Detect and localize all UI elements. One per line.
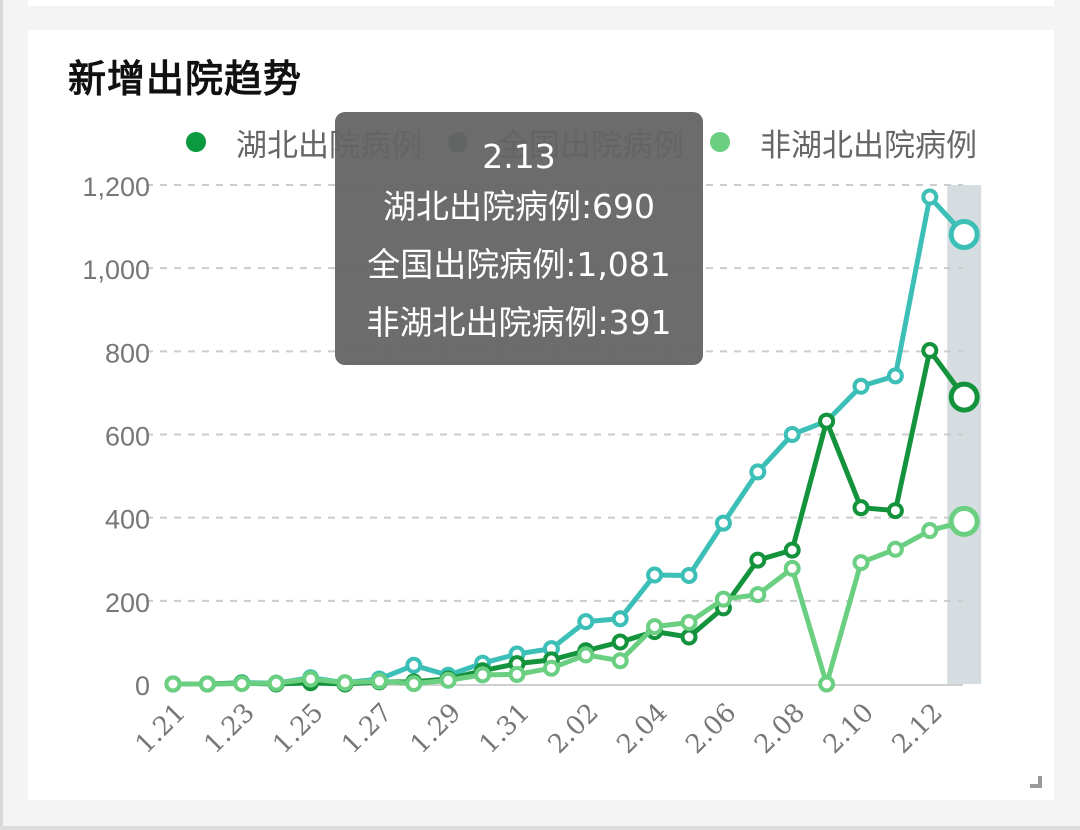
y-tick-label: 0 <box>135 671 150 701</box>
window-edge <box>0 0 3 830</box>
data-point[interactable] <box>818 412 836 430</box>
x-tick-label: 2.02 <box>543 698 605 760</box>
legend-item-non-hubei[interactable]: 非湖北出院病例 <box>710 120 977 165</box>
x-tick-label: 1.25 <box>267 698 329 760</box>
data-point[interactable] <box>783 426 801 443</box>
data-point[interactable] <box>336 674 354 692</box>
legend-dot-icon <box>710 132 730 152</box>
data-point[interactable] <box>680 566 698 584</box>
data-point[interactable] <box>749 551 767 569</box>
data-point[interactable] <box>611 610 629 628</box>
x-tick-label: 2.08 <box>749 698 811 760</box>
y-tick-label: 1,000 <box>82 255 150 285</box>
data-point[interactable] <box>646 566 664 584</box>
data-point[interactable] <box>948 381 980 413</box>
x-tick-label: 2.06 <box>680 698 742 760</box>
data-point[interactable] <box>852 377 870 395</box>
previous-card-edge <box>28 0 1054 6</box>
y-tick-label: 1,200 <box>82 172 150 202</box>
data-point[interactable] <box>577 646 595 664</box>
data-point[interactable] <box>302 670 320 688</box>
series-2[interactable] <box>164 505 980 693</box>
data-point[interactable] <box>921 342 939 360</box>
data-point[interactable] <box>542 659 560 677</box>
resize-handle-icon[interactable] <box>1030 776 1042 788</box>
data-point[interactable] <box>267 674 285 692</box>
hover-highlight-band <box>947 185 982 684</box>
x-tick-label: 1.29 <box>405 698 467 760</box>
x-tick-label: 1.31 <box>474 698 536 760</box>
data-point[interactable] <box>886 540 904 558</box>
data-point[interactable] <box>886 367 904 385</box>
data-point[interactable] <box>714 514 732 532</box>
data-point[interactable] <box>886 502 904 520</box>
data-point[interactable] <box>921 522 939 540</box>
data-point[interactable] <box>611 633 629 651</box>
data-point[interactable] <box>508 665 526 683</box>
data-point[interactable] <box>783 541 801 559</box>
y-tick-label: 800 <box>105 338 150 368</box>
tooltip-national: 全国出院病例:1,081 <box>367 245 671 284</box>
data-point[interactable] <box>948 218 980 250</box>
data-point[interactable] <box>852 554 870 572</box>
data-point[interactable] <box>852 499 870 517</box>
y-tick-label: 200 <box>105 588 150 618</box>
legend-label: 非湖北出院病例 <box>760 127 977 164</box>
data-point[interactable] <box>370 672 388 690</box>
data-point[interactable] <box>198 675 216 693</box>
data-point[interactable] <box>818 675 836 693</box>
x-tick-label: 2.10 <box>818 698 880 760</box>
tooltip-non-hubei: 非湖北出院病例:391 <box>366 303 672 342</box>
legend-dot-icon <box>186 132 206 152</box>
tooltip-hubei: 湖北出院病例:690 <box>382 187 656 226</box>
data-point[interactable] <box>749 586 767 604</box>
data-point[interactable] <box>948 505 980 537</box>
data-point[interactable] <box>921 188 939 206</box>
chart-tooltip: 2.13 湖北出院病例:690 全国出院病例:1,081 非湖北出院病例:391 <box>335 112 703 365</box>
chart-title: 新增出院趋势 <box>68 57 303 101</box>
y-tick-label: 400 <box>105 505 150 535</box>
x-tick-label: 1.23 <box>199 698 261 760</box>
x-tick-label: 2.04 <box>611 698 673 760</box>
x-tick-label: 2.12 <box>887 698 949 760</box>
data-point[interactable] <box>405 675 423 693</box>
data-point[interactable] <box>714 590 732 608</box>
data-point[interactable] <box>474 666 492 684</box>
data-point[interactable] <box>749 463 767 481</box>
window-bottom-edge <box>0 826 1080 830</box>
data-point[interactable] <box>646 618 664 636</box>
series-line <box>173 518 965 687</box>
chart-card: 新增出院趋势 0 200 400 600 800 1,000 1,200 1.21 1.23 1.… <box>28 30 1054 800</box>
data-point[interactable] <box>680 628 698 646</box>
data-point[interactable] <box>611 652 629 670</box>
data-point[interactable] <box>405 656 423 674</box>
y-tick-label: 600 <box>105 422 150 452</box>
x-tick-label: 1.27 <box>336 698 398 760</box>
data-point[interactable] <box>680 613 698 631</box>
data-point[interactable] <box>439 671 457 689</box>
data-point[interactable] <box>164 675 182 693</box>
x-tick-label: 1.21 <box>130 698 192 760</box>
data-point[interactable] <box>577 613 595 631</box>
data-point[interactable] <box>233 675 251 693</box>
data-point[interactable] <box>783 559 801 577</box>
tooltip-date: 2.13 <box>482 137 556 176</box>
